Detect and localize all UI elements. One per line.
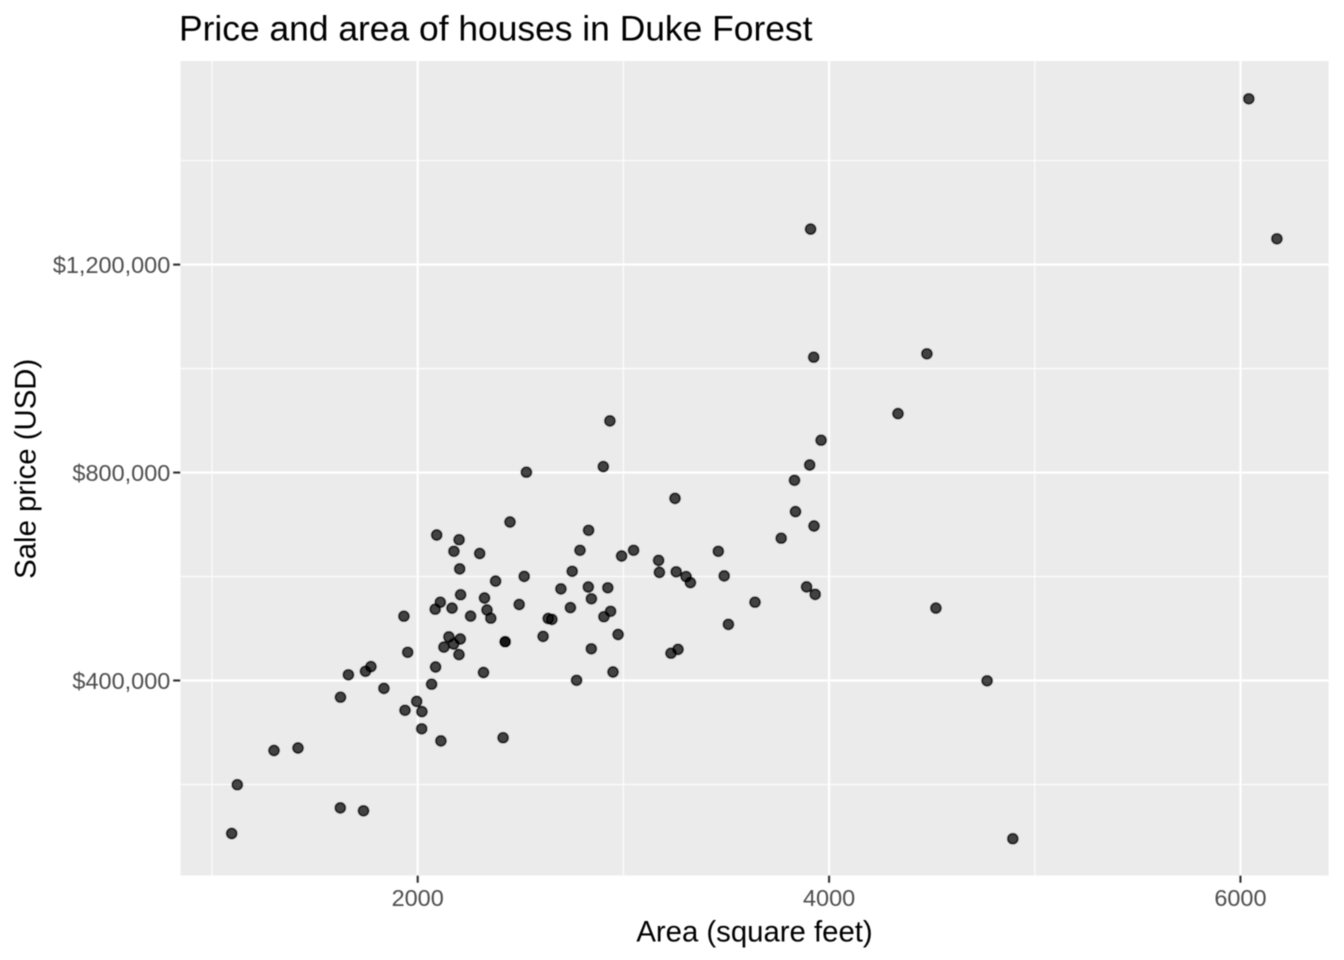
svg-text:2000: 2000	[392, 885, 444, 911]
svg-text:$1,200,000: $1,200,000	[53, 252, 170, 278]
svg-text:Price and area of houses in Du: Price and area of houses in Duke Forest	[179, 9, 813, 49]
svg-text:4000: 4000	[803, 885, 855, 911]
svg-text:6000: 6000	[1214, 885, 1266, 911]
svg-text:Sale price (USD): Sale price (USD)	[10, 359, 43, 579]
svg-text:$400,000: $400,000	[72, 668, 170, 694]
svg-text:Area (square feet): Area (square feet)	[636, 915, 872, 948]
svg-text:$800,000: $800,000	[72, 460, 170, 486]
